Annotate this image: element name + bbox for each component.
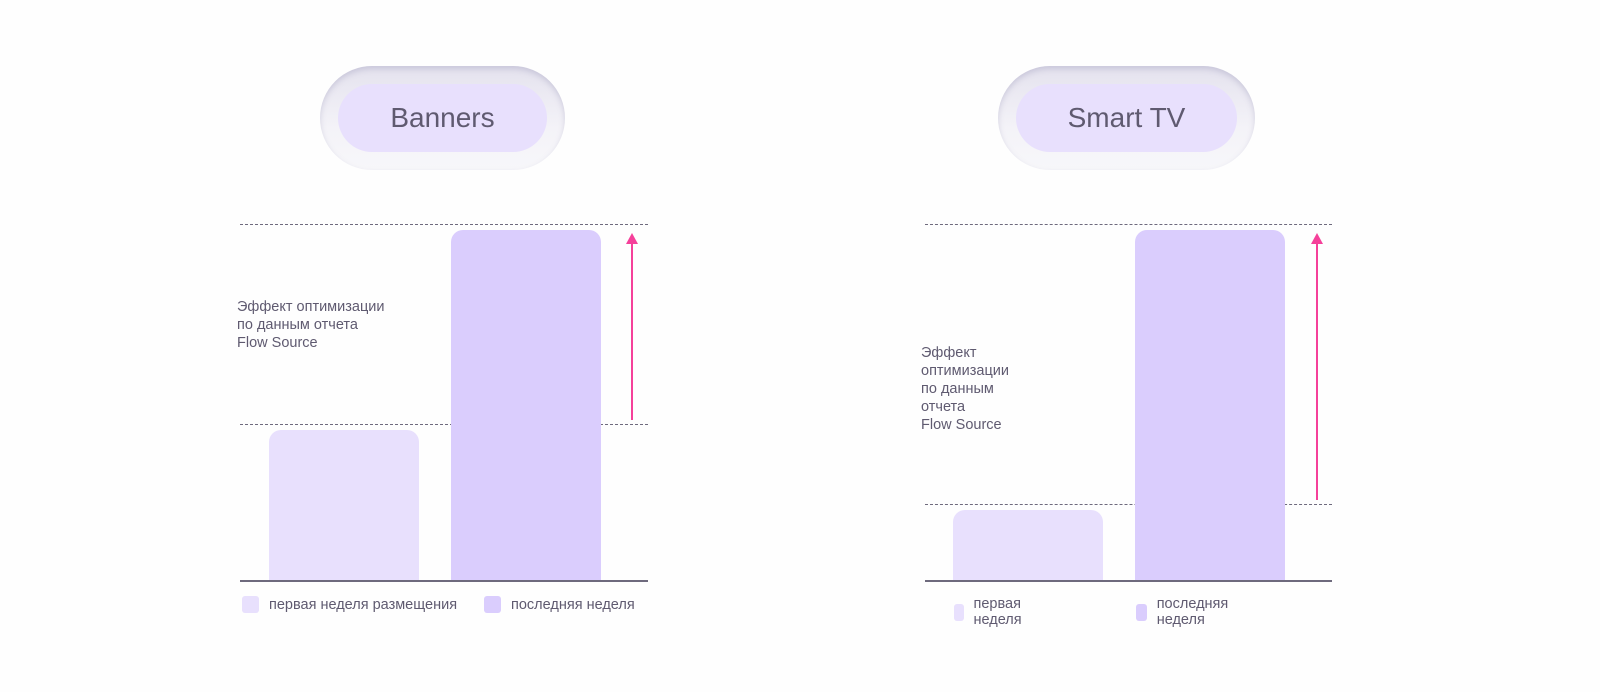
bar-first-week bbox=[269, 429, 419, 580]
top-dashed-line bbox=[925, 224, 1332, 225]
chart-title: Smart TV bbox=[1016, 84, 1237, 152]
top-dashed-line bbox=[240, 224, 648, 225]
legend-item-last: последняя неделя bbox=[484, 596, 635, 613]
title-pill: Smart TV bbox=[998, 66, 1255, 170]
baseline bbox=[240, 580, 648, 582]
legend-swatch bbox=[484, 596, 501, 613]
arrow-up-icon bbox=[626, 233, 638, 420]
chart-banners: Banners Эффект оптимизации по данным отч… bbox=[0, 0, 700, 692]
legend-swatch bbox=[242, 596, 259, 613]
legend-item-first: первая неделя bbox=[954, 596, 1029, 628]
bottom-dashed-line bbox=[240, 423, 648, 425]
legend-swatch bbox=[954, 603, 964, 621]
legend-swatch bbox=[1136, 603, 1147, 621]
annotation: Эффект оптимизации по данным отчета Flow… bbox=[921, 345, 1009, 433]
legend-label: первая неделя размещения bbox=[269, 596, 458, 613]
legend-item-first: первая неделя размещения bbox=[242, 596, 457, 613]
legend-label: первая неделя bbox=[973, 596, 1022, 628]
legend-item-last: последняя неделя bbox=[1136, 596, 1235, 628]
bar-first-week bbox=[953, 510, 1103, 580]
chart-smart-tv: Smart TV Эффект оптимизации по данным от… bbox=[0, 0, 1332, 692]
baseline bbox=[925, 580, 1332, 582]
bar-last-week bbox=[1135, 230, 1285, 580]
annotation: Эффект оптимизации по данным отчета Flow… bbox=[237, 299, 385, 351]
legend-label: последняя неделя bbox=[511, 596, 635, 613]
chart-title: Banners bbox=[338, 84, 547, 152]
legend-label: последняя неделя bbox=[1156, 596, 1229, 628]
bottom-dashed-line bbox=[925, 504, 1332, 505]
arrow-up-icon bbox=[1311, 233, 1323, 500]
title-pill: Banners bbox=[320, 66, 565, 170]
bar-last-week bbox=[451, 230, 601, 580]
